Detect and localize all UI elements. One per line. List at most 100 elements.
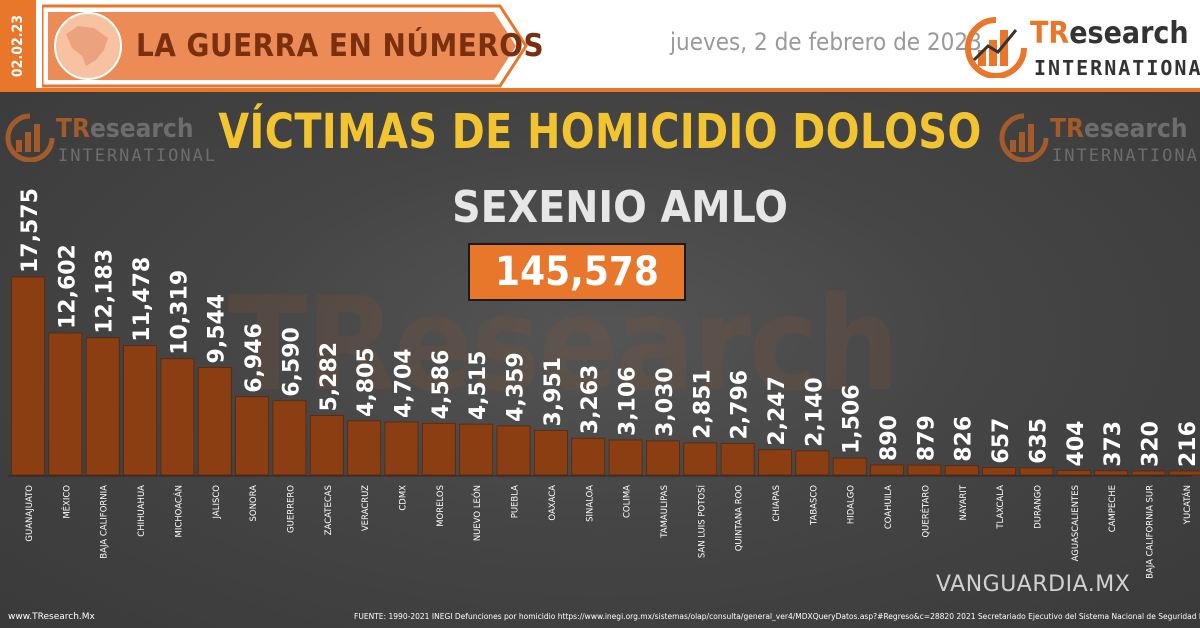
bar-hidalgo: [832, 457, 867, 476]
bar-value-label: 12,602: [55, 244, 80, 329]
category-label: DURANGO: [1033, 485, 1043, 529]
panel-logo-left-wordmark: TResearch: [56, 114, 194, 144]
bar-puebla: [496, 425, 531, 476]
category-label: YUCATÁN: [1181, 485, 1193, 525]
bar-value-label: 4,359: [504, 352, 529, 422]
panel-logo-left-icon: [5, 113, 55, 162]
category-label: OAXACA: [548, 485, 558, 521]
category-label: MÉXICO: [60, 485, 72, 519]
section-banner: LA GUERRA EN NÚMEROS: [42, 4, 544, 88]
bar-value-label: 826: [952, 416, 977, 462]
bar-quintana-roo: [720, 443, 755, 476]
category-label: NAYARIT: [959, 484, 969, 520]
category-label: SAN LUIS POTOSÍ: [695, 485, 707, 559]
footer-website: www.TResearch.Mx: [8, 612, 95, 622]
category-label: COAHUILA: [884, 485, 894, 529]
bar-veracruz: [347, 420, 382, 476]
vanguardia-watermark: VANGUARDIA.MX: [936, 568, 1130, 597]
bar-value-label: 12,183: [93, 249, 118, 334]
bar-value-label: 1,506: [840, 384, 865, 454]
bar-chart: 17,575 GUANAJUATO 12,602 MÉXICO 12,183 BAJA C…: [8, 188, 1200, 579]
panel-logo-right-icon: [999, 113, 1049, 162]
category-label: SONORA: [249, 485, 259, 522]
panel-logo-right-wordmark: TResearch: [1050, 114, 1188, 144]
bar-value-label: 4,586: [429, 350, 454, 420]
category-label: QUINTANA ROO: [735, 485, 745, 552]
bar-value-label: 11,478: [130, 257, 155, 342]
bar-oaxaca: [534, 430, 568, 476]
bar-méxico: [48, 332, 83, 476]
category-label: QUERÉTARO: [919, 485, 931, 538]
header-date: jueves, 2 de febrero de 2023: [670, 28, 982, 56]
bar-tamaulipas: [646, 440, 680, 476]
total-badge: 145,578: [468, 243, 686, 301]
chart-panel: [0, 92, 1200, 628]
bar-value-label: 6,946: [242, 323, 267, 393]
category-label: COLIMA: [623, 485, 633, 518]
bar-value-label: 879: [914, 415, 939, 461]
panel-logo-right-subtitle: INTERNATIONAL: [1052, 146, 1200, 166]
bar-campeche: [1094, 470, 1129, 476]
bar-value-label: 4,805: [354, 347, 379, 417]
bar-nuevo-león: [459, 423, 494, 476]
category-label: VERACRUZ: [361, 485, 371, 531]
bar-morelos: [421, 422, 456, 476]
bar-value-label: 216: [1176, 421, 1200, 467]
bar-value-label: 657: [989, 418, 1014, 464]
bar-value-label: 3,106: [616, 366, 641, 436]
category-label: MICHOACÁN: [172, 485, 184, 537]
bar-value-label: 404: [1064, 421, 1089, 467]
bar-jalisco: [197, 367, 232, 476]
banner-shape: [42, 4, 528, 88]
banner-title: LA GUERRA EN NÚMEROS: [136, 28, 545, 64]
category-label: AGUASCALIENTES: [1071, 485, 1081, 561]
bar-value-label: 890: [877, 415, 902, 461]
category-label: CDMX: [399, 485, 409, 511]
vanguardia-suffix: .MX: [1087, 572, 1131, 597]
bar-querétaro: [907, 464, 942, 476]
bar-value-label: 320: [1139, 421, 1164, 467]
chart-title: VÍCTIMAS DE HOMICIDIO DOLOSO: [218, 104, 982, 160]
bar-yucatán: [1168, 470, 1200, 476]
bar-coahuila: [870, 464, 904, 476]
tresearch-logo: TResearch INTERNATIONAL: [962, 12, 1200, 82]
header-divider: [0, 88, 1200, 94]
side-date-label: 02.02.23: [10, 14, 26, 78]
bar-chihuahua: [123, 345, 157, 476]
vanguardia-name: VANGUARDIA: [936, 572, 1088, 597]
bar-baja-california: [85, 337, 120, 476]
bar-value-label: 2,140: [802, 377, 827, 447]
bar-value-label: 2,796: [728, 370, 753, 440]
category-label: NUEVO LEÓN: [471, 485, 483, 541]
category-label: ZACATECAS: [324, 485, 334, 535]
bar-sinaloa: [571, 437, 606, 476]
bar-value-label: 6,590: [279, 327, 304, 397]
category-label: TAMAULIPAS: [660, 485, 670, 539]
bar-value-label: 9,544: [205, 294, 230, 364]
bar-value-label: 17,575: [18, 188, 43, 273]
bar-tlaxcala: [982, 467, 1016, 476]
chart-subtitle: SEXENIO AMLO: [452, 182, 788, 233]
category-label: MORELOS: [436, 485, 446, 527]
panel-logo-left-subtitle: INTERNATIONAL: [58, 146, 218, 166]
side-date-strip: 02.02.23: [0, 0, 36, 92]
bar-baja-california-sur: [1131, 470, 1166, 476]
category-label: SINALOA: [585, 485, 595, 522]
bar-sonora: [235, 396, 270, 476]
category-label: TLAXCALA: [996, 485, 1006, 530]
footer-source: FUENTE: 1990-2021 INEGI Defunciones por …: [354, 612, 1200, 621]
bar-san-luis-potosí: [683, 442, 718, 476]
bar-value-label: 10,319: [167, 270, 192, 355]
bar-value-label: 3,951: [541, 357, 566, 427]
category-label: CAMPECHE: [1108, 485, 1118, 532]
bar-value-label: 2,851: [690, 369, 715, 439]
category-label: PUEBLA: [511, 485, 521, 518]
bar-nayarit: [944, 465, 979, 476]
bar-value-label: 4,515: [466, 351, 491, 421]
category-label: BAJA CALIFORNIA: [100, 485, 110, 559]
bar-guanajuato: [11, 276, 45, 476]
bar-colima: [608, 439, 643, 476]
header-bar: 02.02.23 LA GUERRA EN NÚMEROS jueves, 2 …: [0, 0, 1200, 92]
tresearch-logo-icon: [965, 17, 1027, 78]
bar-chiapas: [758, 449, 792, 476]
